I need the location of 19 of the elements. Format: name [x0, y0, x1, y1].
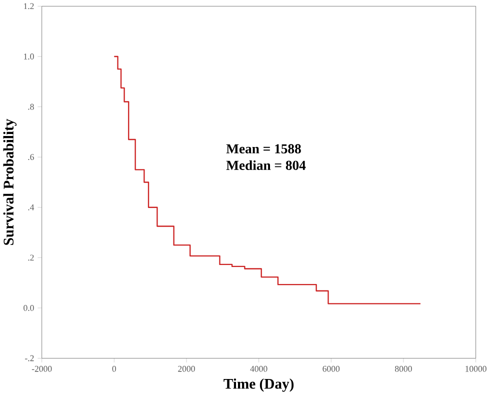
x-tick-label: 4000: [250, 366, 268, 372]
x-tick-label: 2000: [178, 366, 195, 372]
y-axis-title: Survival Probability: [3, 118, 17, 245]
annotation: Median = 804: [226, 160, 306, 170]
x-tick-label: 0: [112, 366, 116, 372]
y-tick-label: .6: [28, 154, 34, 160]
x-tick-label: 8000: [395, 366, 412, 372]
y-tick-label: 0.0: [24, 304, 34, 311]
y-tick-label: .8: [28, 104, 34, 110]
y-tick-label: 1.2: [24, 3, 34, 10]
y-tick-label: .2: [28, 254, 34, 261]
y-tick-label: .4: [28, 204, 34, 210]
x-tick-label: 6000: [322, 366, 340, 372]
annotation: Mean = 1588: [226, 144, 301, 154]
x-tick-label: 10000: [466, 366, 486, 372]
y-tick-label: 1.0: [24, 54, 34, 60]
x-tick-label: -2000: [32, 366, 52, 372]
y-tick-label: -.2: [25, 355, 34, 362]
x-axis-title: Time (Day): [224, 378, 294, 392]
